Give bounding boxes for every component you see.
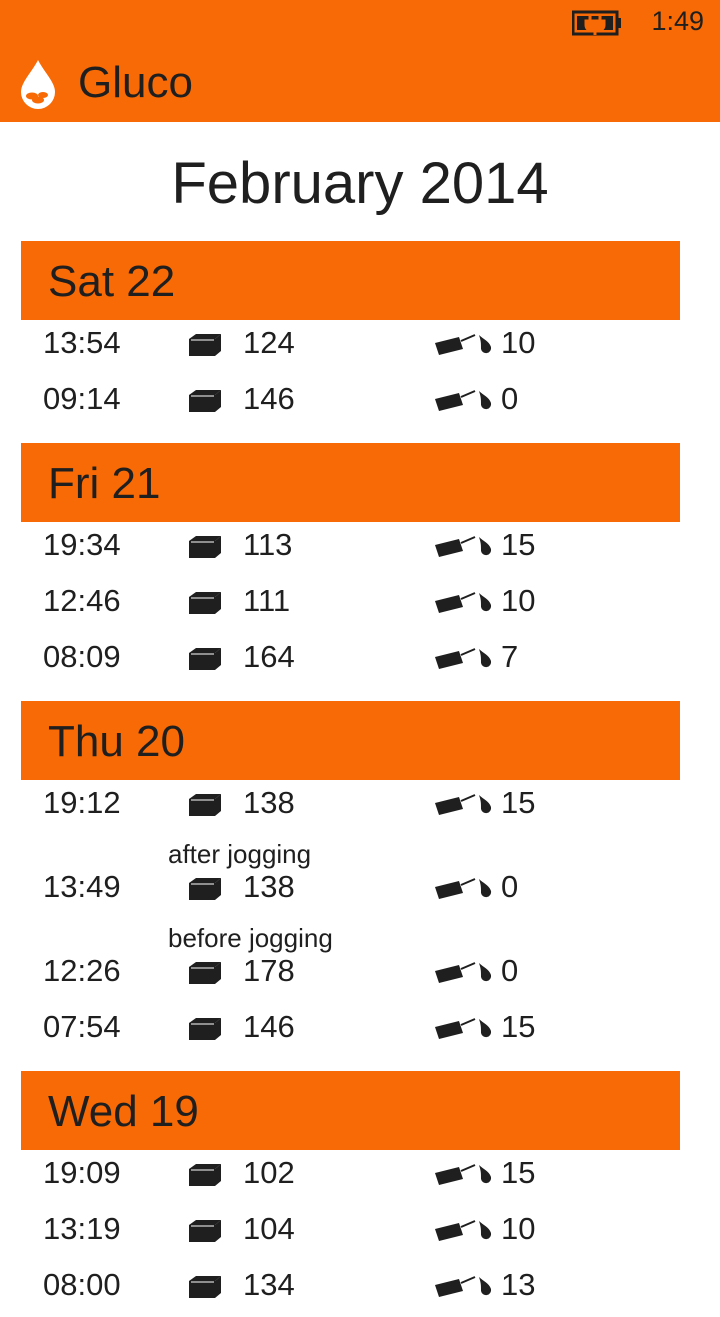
glucose-meter-icon [187,1163,223,1187]
entry-time: 12:26 [43,953,121,988]
month-title: February 2014 [171,151,549,216]
glucose-value: 134 [243,1267,295,1302]
insulin-pen-icon [433,1273,497,1301]
insulin-pen-icon [433,533,497,561]
day-header[interactable]: Sat 22 [21,241,680,320]
insulin-units: 10 [501,1211,536,1246]
glucose-value: 138 [243,785,295,820]
insulin-units: 15 [501,1155,536,1190]
insulin-pen-icon [433,959,497,987]
glucose-meter-icon [187,1017,223,1041]
log-entry-row[interactable]: 19:12 138 15 [0,785,720,835]
entry-time: 12:46 [43,583,121,618]
log-entry-row[interactable]: 09:14 146 0 [0,381,720,431]
insulin-units: 15 [501,785,536,820]
log-entry-row[interactable]: 12:26 178 0 [0,953,720,1003]
entry-time: 07:54 [43,1009,121,1044]
glucose-meter-icon [187,389,223,413]
day-label: Fri 21 [48,459,161,508]
entry-time: 13:49 [43,869,121,904]
glucose-meter-icon [187,1219,223,1243]
app-title: Gluco [78,58,193,107]
insulin-pen-icon [433,1015,497,1043]
insulin-units: 13 [501,1267,536,1302]
insulin-pen-icon [433,331,497,359]
insulin-units: 15 [501,527,536,562]
app-bar: 1:49 Gluco [0,0,720,122]
glucose-value: 113 [243,527,293,562]
glucose-meter-icon [187,793,223,817]
insulin-units: 15 [501,1009,536,1044]
entry-time: 13:54 [43,325,121,360]
log-entry-row[interactable]: 07:54 146 15 [0,1009,720,1059]
insulin-pen-icon [433,589,497,617]
insulin-units: 10 [501,583,536,618]
entry-time: 19:12 [43,785,121,820]
entry-time: 19:34 [43,527,121,562]
day-label: Wed 19 [48,1087,199,1136]
insulin-units: 7 [501,639,519,674]
log-entry-row[interactable]: 08:00 134 13 [0,1267,720,1317]
glucose-value: 124 [243,325,295,360]
glucose-value: 111 [243,583,291,618]
day-label: Sat 22 [48,257,176,306]
day-header[interactable]: Wed 19 [21,1071,680,1150]
log-entry-row[interactable]: 13:19 104 10 [0,1211,720,1261]
entry-time: 09:14 [43,381,121,416]
entry-time: 19:09 [43,1155,121,1190]
log-entry-row[interactable]: 12:46 111 10 [0,583,720,633]
insulin-units: 0 [501,953,519,988]
log-entry-row[interactable]: 13:54 124 10 [0,325,720,375]
battery-charging-icon [572,10,621,36]
insulin-pen-icon [433,387,497,415]
log-entry-row[interactable]: 08:09 164 7 [0,639,720,689]
glucose-value: 146 [243,1009,295,1044]
glucose-meter-icon [187,961,223,985]
glucose-value: 178 [243,953,295,988]
insulin-pen-icon [433,1161,497,1189]
day-header[interactable]: Thu 20 [21,701,680,780]
entry-time: 08:00 [43,1267,121,1302]
insulin-units: 0 [501,869,519,904]
glucose-meter-icon [187,591,223,615]
glucose-meter-icon [187,1275,223,1299]
glucose-value: 138 [243,869,295,904]
glucose-meter-icon [187,333,223,357]
log-entry-row[interactable]: 19:34 113 15 [0,527,720,577]
insulin-units: 0 [501,381,519,416]
blood-drop-icon [21,60,55,109]
status-time: 1:49 [651,6,704,36]
glucose-meter-icon [187,647,223,671]
insulin-pen-icon [433,1217,497,1245]
insulin-pen-icon [433,791,497,819]
day-header[interactable]: Fri 21 [21,443,680,522]
glucose-value: 164 [243,639,295,674]
entry-time: 13:19 [43,1211,121,1246]
glucose-value: 146 [243,381,295,416]
glucose-meter-icon [187,877,223,901]
log-entry-row[interactable]: 19:09 102 15 [0,1155,720,1205]
log-entry-row[interactable]: 13:49 138 0 [0,869,720,919]
glucose-value: 102 [243,1155,295,1190]
day-label: Thu 20 [48,717,185,766]
entry-time: 08:09 [43,639,121,674]
entry-note: after jogging [168,839,312,869]
insulin-pen-icon [433,645,497,673]
insulin-units: 10 [501,325,536,360]
entry-note: before jogging [168,923,333,953]
glucose-meter-icon [187,535,223,559]
insulin-pen-icon [433,875,497,903]
glucose-value: 104 [243,1211,295,1246]
